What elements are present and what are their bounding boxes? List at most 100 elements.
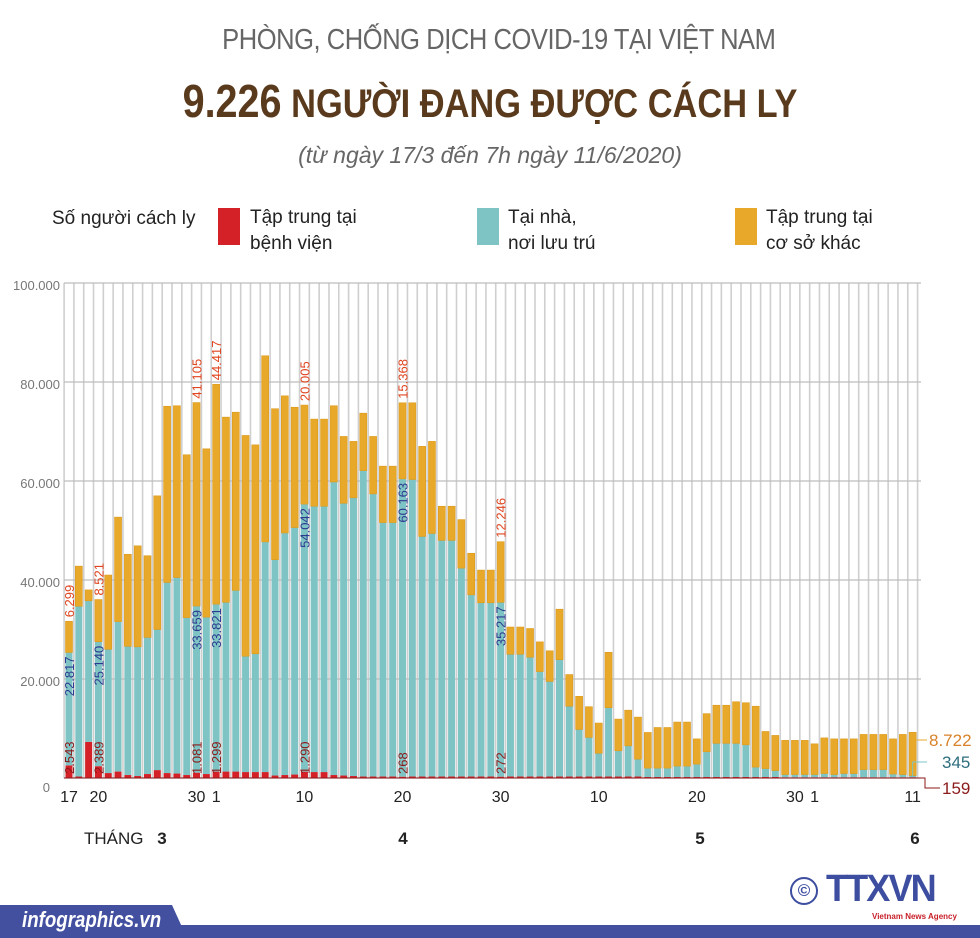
annotation-other: 8.521 — [91, 563, 106, 596]
legend-label: Tại nhà, — [508, 207, 577, 228]
bar-segment-hospital — [418, 776, 426, 778]
bar-segment-other — [575, 696, 583, 730]
y-tick-label: 20.000 — [20, 674, 60, 689]
bar-segment-hospital — [349, 776, 357, 778]
bar-segment-other — [859, 734, 868, 770]
bar-segment-other — [594, 722, 603, 754]
bar-segment-other — [408, 402, 417, 480]
bar-segment-hospital — [94, 766, 102, 778]
bar-segment-home — [487, 602, 495, 777]
bar-segment-home — [222, 602, 230, 772]
month-label: 6 — [910, 829, 919, 848]
annotation-hospital: 272 — [494, 752, 509, 774]
bar-segment-home — [869, 769, 877, 778]
annotation-hospital: 2.543 — [62, 741, 77, 774]
bar-segment-home — [506, 654, 514, 777]
annotation-hospital: 1.299 — [209, 741, 224, 774]
bar-segment-hospital — [134, 776, 142, 778]
bar-segment-other — [281, 395, 289, 534]
page-title: 9.226 NGƯỜI ĐANG ĐƯỢC CÁCH LY — [69, 74, 912, 128]
bar-segment-home — [850, 773, 858, 778]
bar-segment-other — [300, 404, 309, 505]
bar-segment-hospital — [202, 774, 210, 778]
annotation-home: 33.821 — [209, 608, 224, 648]
bar-segment-other — [133, 545, 142, 648]
site-link[interactable]: infographics.vn — [22, 907, 162, 932]
bar-segment-home — [712, 743, 720, 778]
annotation-other: 12.246 — [494, 498, 509, 538]
stacked-bar-chart: 0 20.000 40.000 60.000 80.000 100.000 6.299 22.… — [13, 278, 972, 848]
bar-segment-other — [124, 553, 132, 647]
end-label-hospital: 159 — [942, 779, 970, 798]
bar-segment-home — [595, 753, 603, 777]
bar-segment-home — [75, 606, 83, 777]
x-tick-label: 11 — [904, 789, 921, 806]
annotation-hospital: 1.290 — [297, 741, 312, 774]
annotation-hospital: 268 — [396, 752, 411, 774]
bar-segment-other — [192, 402, 201, 607]
bar-segment-other — [143, 555, 152, 638]
end-label-home: 345 — [942, 753, 970, 772]
month-label: 5 — [695, 829, 704, 848]
bar-segment-hospital — [369, 776, 377, 778]
bar-segment-home — [605, 707, 613, 777]
bar-segment-home — [762, 768, 770, 778]
bar-segment-other — [791, 740, 799, 775]
bar-segment-home — [114, 621, 122, 772]
x-tick-label: 1 — [810, 789, 819, 806]
bar-segment-hospital — [497, 776, 505, 778]
bar-segment-hospital — [556, 776, 563, 778]
bar-segment-other — [94, 599, 103, 643]
bar-segment-hospital — [359, 776, 367, 778]
bar-segment-home — [438, 540, 446, 777]
bar-segment-home — [703, 751, 711, 778]
bar-segment-home — [732, 743, 740, 778]
bar-segment-home — [526, 657, 534, 777]
bar-segment-other — [516, 626, 525, 655]
bar-segment-other — [614, 718, 623, 752]
bar-segment-home — [448, 540, 456, 777]
bar-segment-hospital — [310, 772, 318, 778]
bar-segment-other — [437, 505, 446, 541]
annotation-home: 22.817 — [62, 656, 77, 696]
bar-segment-hospital — [634, 776, 642, 778]
bar-segment-home — [575, 729, 583, 777]
bar-segment-other — [153, 495, 162, 630]
bar-segment-other — [781, 740, 789, 775]
bar-segment-other — [496, 541, 505, 603]
bar-segment-other — [467, 552, 476, 596]
annotation-other: 20.005 — [297, 361, 312, 401]
bar-segment-hospital — [212, 771, 220, 778]
bar-segment-home — [212, 604, 220, 772]
x-tick-label: 20 — [394, 789, 412, 806]
bar-segment-home — [399, 478, 407, 777]
bar-segment-other — [418, 446, 426, 537]
bar-segment-other — [643, 732, 652, 769]
y-tick-label: 0 — [43, 780, 50, 795]
bar-segment-home — [94, 641, 102, 767]
bar-segment-home — [183, 617, 191, 776]
legend-label: nơi lưu trú — [508, 233, 596, 254]
bar-segment-home — [644, 768, 652, 778]
bar-segment-other — [899, 734, 907, 775]
month-label: 4 — [398, 829, 408, 848]
bar-segment-hospital — [546, 776, 554, 778]
x-tick-label: 30 — [492, 789, 510, 806]
bar-segment-home — [104, 649, 112, 774]
bar-segment-home — [536, 671, 544, 777]
bar-segment-other — [742, 702, 750, 746]
x-tick-label: 1 — [212, 789, 221, 806]
bar-segment-home — [153, 629, 161, 771]
bar-segment-home — [300, 504, 308, 772]
copyright-icon: © — [790, 877, 818, 905]
x-tick-label: 17 — [60, 789, 78, 806]
bar-segment-home — [143, 637, 151, 775]
end-label-other: 8.722 — [929, 731, 972, 750]
bar-segment-other — [163, 405, 171, 583]
bar-segment-home — [261, 541, 269, 773]
bar-segment-hospital — [183, 775, 191, 778]
bar-segment-other — [182, 454, 191, 618]
bar-segment-other — [428, 441, 436, 534]
bar-segment-other — [653, 727, 662, 769]
x-tick-label: 10 — [590, 789, 608, 806]
